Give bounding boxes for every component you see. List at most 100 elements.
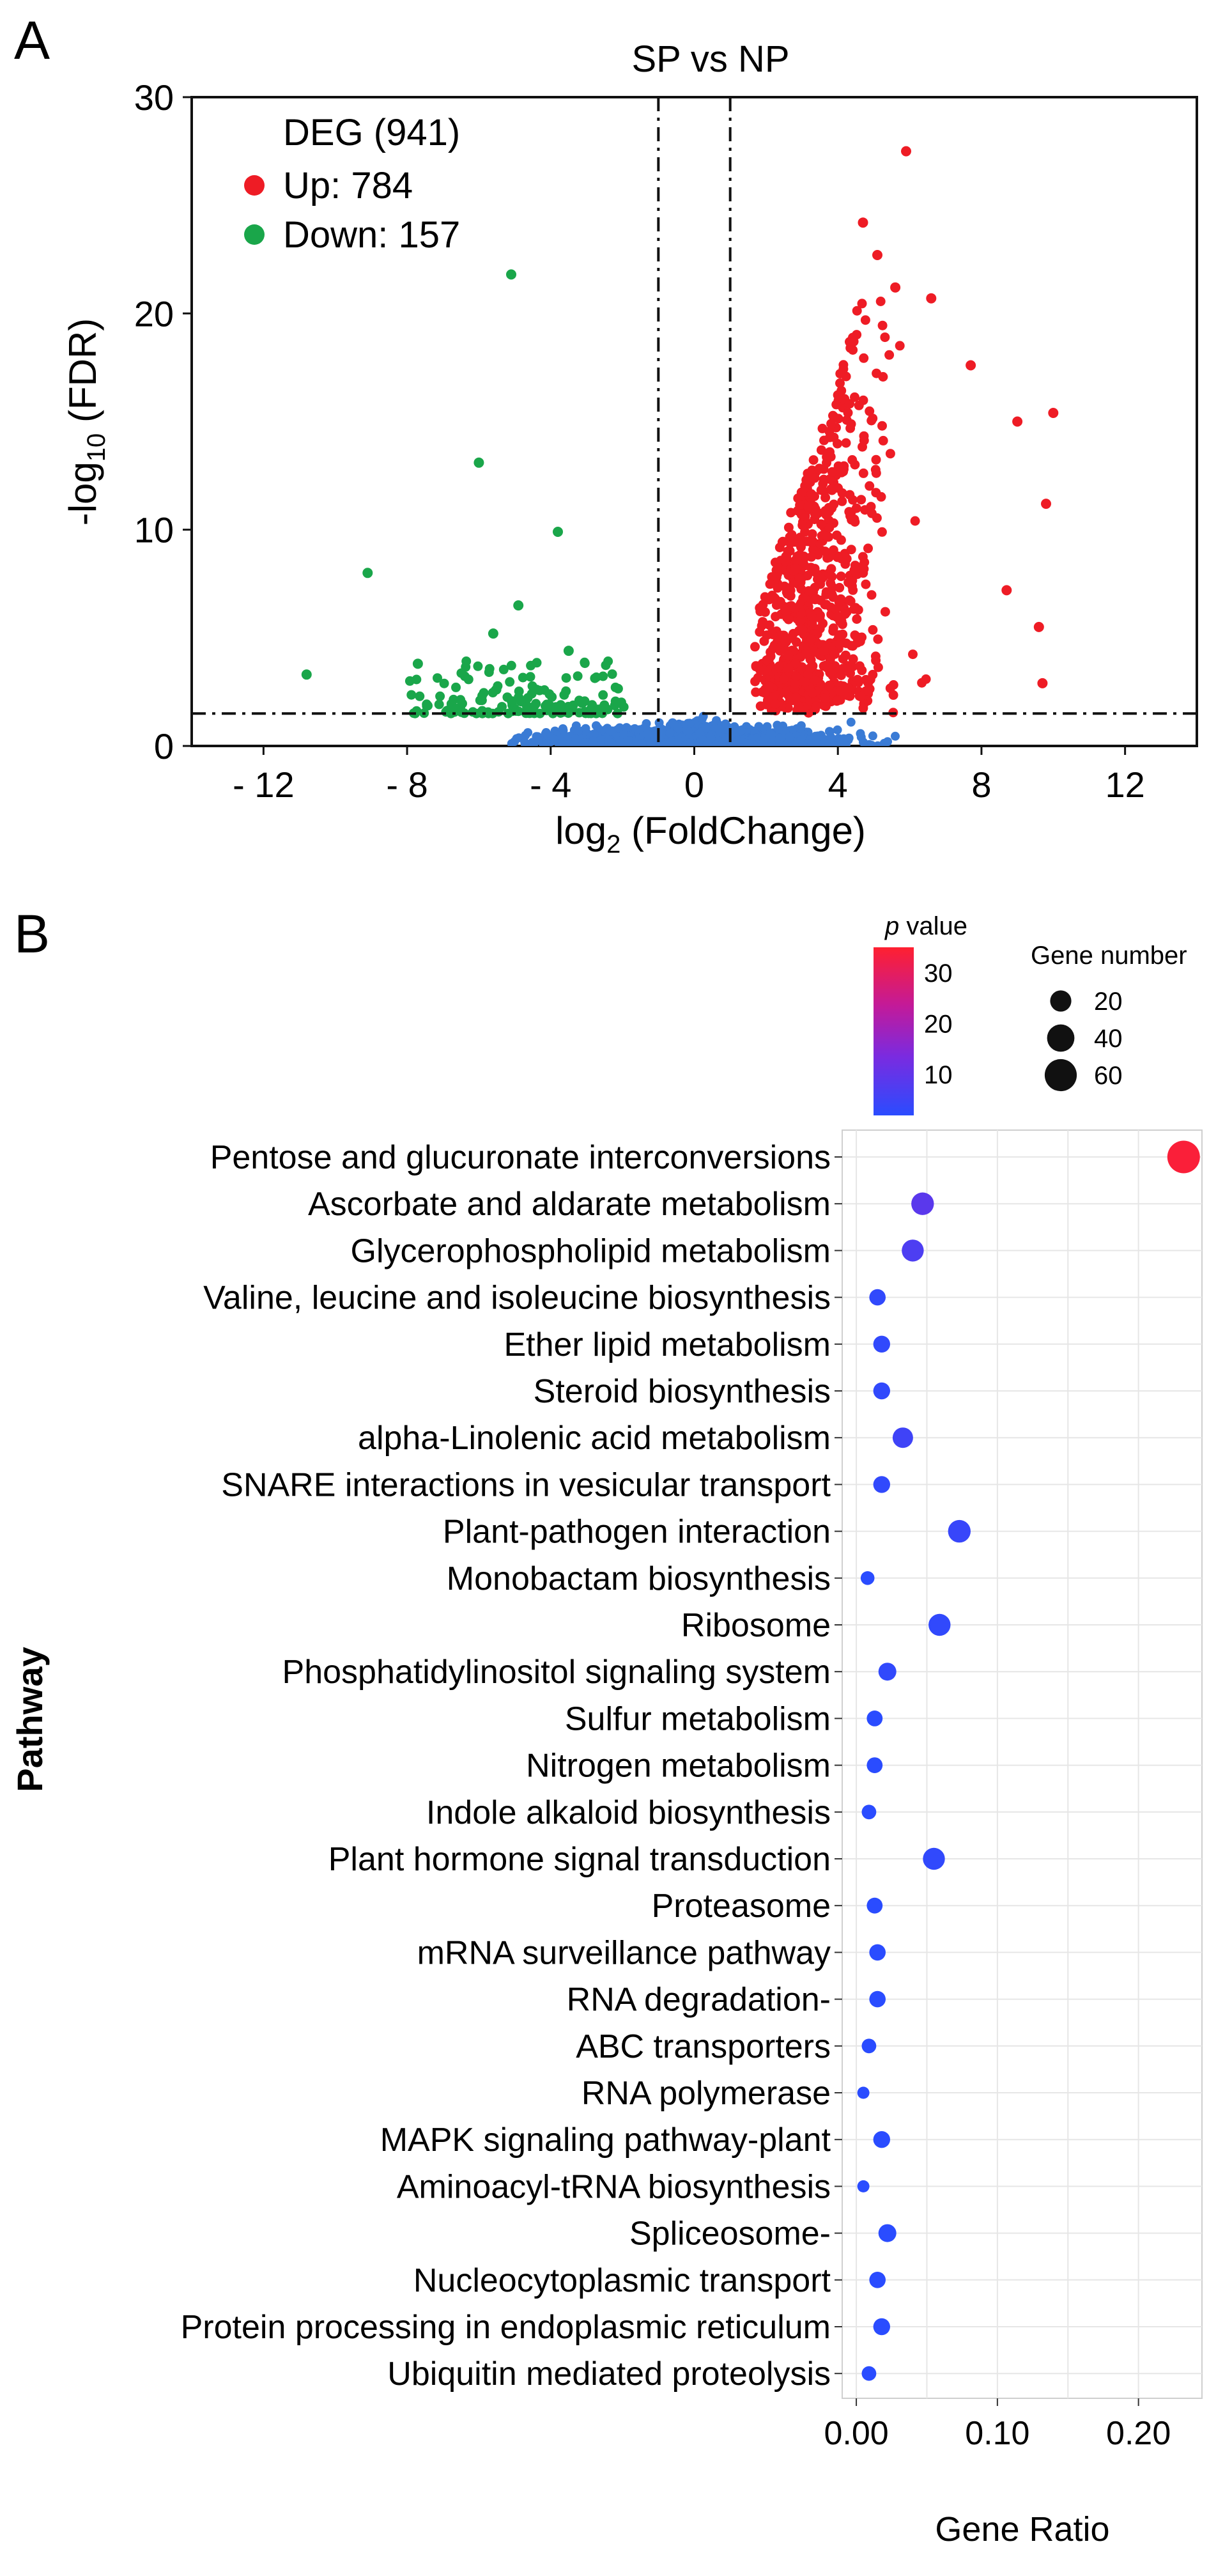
gene-number-legend: Gene number 20 40 60	[1031, 942, 1187, 1092]
volcano-plot-frame	[190, 96, 1198, 747]
up-point	[848, 585, 858, 595]
down-point	[506, 660, 516, 671]
down-point	[591, 672, 601, 682]
up-point	[850, 630, 860, 640]
up-point	[860, 315, 870, 325]
ns-point	[867, 741, 877, 746]
up-point	[790, 692, 801, 702]
up-point	[795, 550, 805, 560]
pathway-point	[860, 1571, 875, 1585]
volcano-y-axis-label: -log10 (FDR)	[61, 318, 111, 526]
up-point	[858, 468, 868, 478]
up-point	[833, 414, 843, 424]
pathway-point	[861, 2038, 877, 2054]
down-point	[415, 691, 425, 701]
up-point	[865, 481, 875, 491]
up-point	[816, 485, 826, 495]
up-point	[831, 400, 842, 410]
up-point	[826, 578, 836, 588]
up-point	[836, 671, 846, 680]
y-tick-label: 30	[134, 77, 174, 118]
up-point	[828, 623, 838, 633]
down-point	[598, 690, 608, 700]
up-point	[833, 390, 843, 400]
up-point	[769, 593, 779, 603]
pathway-point	[878, 1663, 897, 1681]
up-point	[782, 589, 792, 599]
pathway-point	[873, 2131, 891, 2148]
pathway-point	[1167, 1140, 1200, 1174]
down-point	[497, 702, 507, 712]
pathway-point	[873, 1382, 891, 1400]
up-point	[750, 642, 760, 652]
ns-point	[589, 729, 598, 739]
up-point	[846, 640, 856, 651]
down-outlier-point	[553, 527, 563, 537]
volcano-y-ticks: 0 10 20 30	[134, 77, 192, 766]
down-outlier-point	[301, 669, 312, 680]
pathway-point	[866, 1897, 883, 1914]
down-point	[561, 686, 571, 696]
down-point	[406, 690, 417, 700]
ns-point	[714, 724, 723, 734]
up-point	[838, 364, 849, 374]
pathway-label: Ribosome	[681, 1607, 831, 1644]
up-point	[825, 432, 835, 442]
x-tick-label: 0	[684, 764, 704, 805]
up-point	[802, 476, 812, 486]
pathway-label: Spliceosome-	[629, 2215, 831, 2253]
up-point	[824, 680, 835, 690]
pathway-point	[857, 2180, 870, 2192]
up-point	[885, 449, 895, 459]
down-point	[456, 695, 466, 705]
up-point	[779, 674, 789, 684]
up-point	[837, 496, 847, 506]
ns-point	[520, 738, 530, 746]
ns-point	[580, 738, 589, 746]
up-point	[844, 665, 854, 675]
up-point	[841, 371, 851, 382]
legend-up-label: Up: 784	[283, 165, 413, 206]
up-point	[787, 530, 797, 540]
ns-point	[665, 728, 675, 738]
pathway-label: mRNA surveillance pathway	[417, 1934, 831, 1971]
pathway-point	[948, 1519, 971, 1543]
up-outlier-point	[966, 360, 976, 371]
up-point	[836, 467, 847, 477]
p-value-legend: p value 30 20 10	[874, 912, 967, 1115]
p-value-legend-title: p value	[884, 912, 967, 940]
down-point	[439, 678, 449, 688]
up-point	[820, 660, 831, 671]
up-point	[843, 408, 853, 418]
up-point	[759, 665, 769, 676]
size-legend-dot	[1044, 1059, 1077, 1092]
x-tick-label: 4	[828, 764, 848, 805]
threshold-lines	[192, 97, 1197, 746]
up-point	[808, 565, 819, 575]
down-point	[580, 657, 590, 667]
pathway-label: Protein processing in endoplasmic reticu…	[181, 2309, 831, 2346]
up-outlier-point	[1033, 621, 1044, 632]
up-point	[773, 563, 783, 573]
up-point	[856, 692, 866, 702]
up-point	[796, 540, 806, 550]
up-point	[845, 490, 855, 500]
pathway-label: RNA polymerase	[581, 2075, 831, 2112]
pathway-point	[869, 2272, 886, 2288]
up-point	[828, 545, 838, 555]
ns-point	[868, 731, 877, 741]
up-point	[895, 341, 905, 351]
pathway-label: Ether lipid metabolism	[504, 1326, 831, 1363]
down-point	[461, 656, 472, 666]
volcano-x-ticks: - 12 - 8 - 4 0 4 8 12	[233, 746, 1145, 805]
down-point	[563, 708, 573, 718]
up-point	[866, 502, 876, 512]
up-outlier-point	[890, 282, 901, 293]
up-point	[774, 661, 784, 671]
ns-point	[510, 737, 520, 746]
up-point	[847, 515, 857, 525]
down-point	[518, 672, 528, 683]
up-point	[871, 655, 881, 665]
up-point	[878, 372, 888, 382]
